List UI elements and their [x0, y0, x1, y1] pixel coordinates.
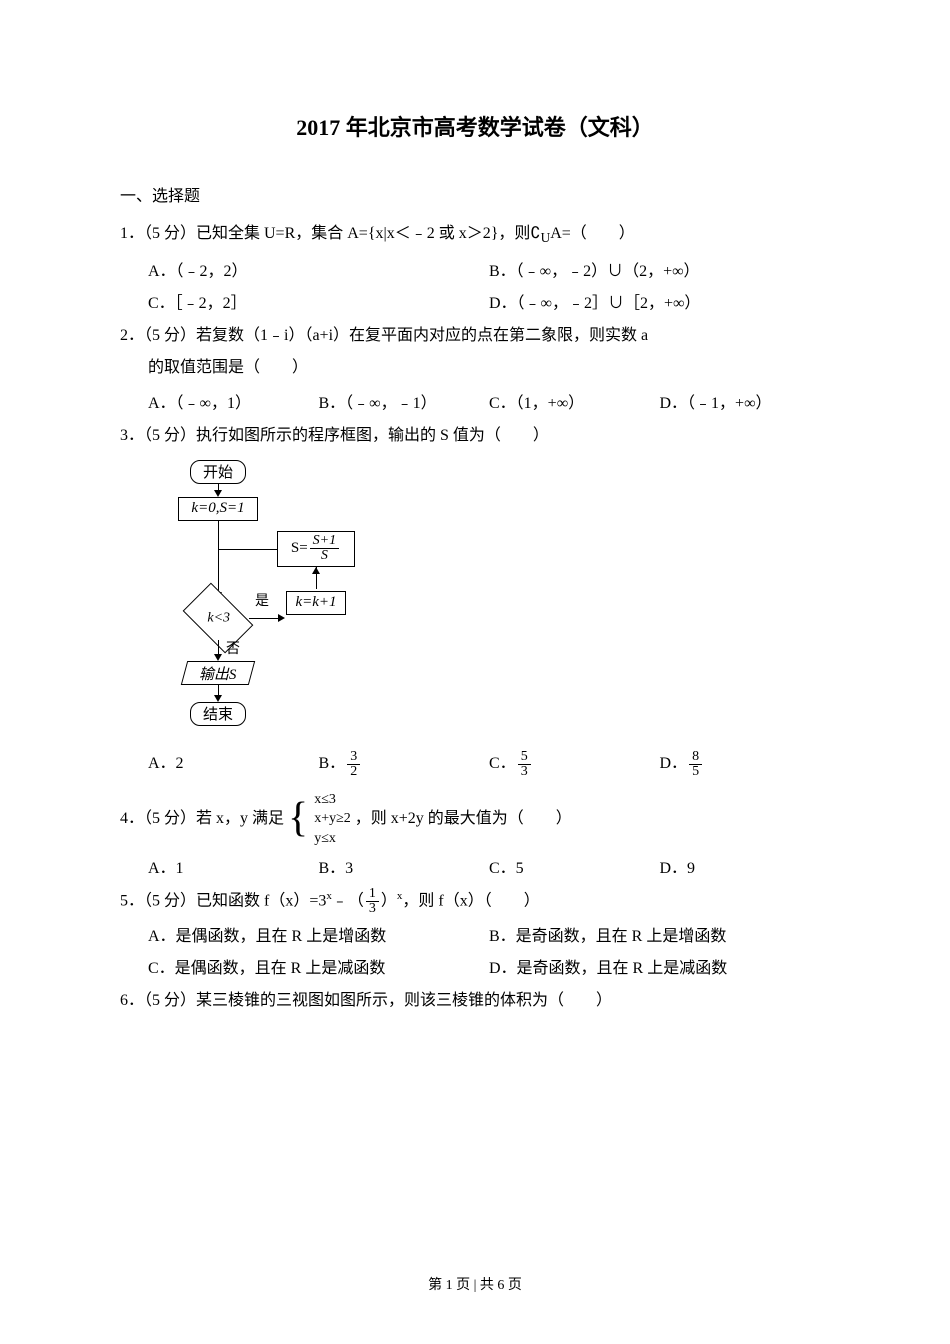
q5-after: ） — [381, 892, 397, 909]
fc-arrow — [218, 521, 219, 594]
q5-prefix: 5．（5 分）已知函数 f（x）=3 — [120, 892, 326, 909]
fc-output-box: 输出S — [181, 661, 255, 685]
q2-opt-b: B．（﹣∞，﹣1） — [319, 388, 490, 420]
q1-sub: U — [541, 230, 551, 245]
fc-arrowhead — [214, 654, 222, 661]
q2-line2: 的取值范围是（ ） — [120, 352, 830, 384]
q6-stem: 6．（5 分）某三棱锥的三视图如图所示，则该三棱锥的体积为（ ） — [120, 985, 830, 1017]
fc-s-label: S= — [291, 540, 308, 557]
q3-opt-b: B．32 — [319, 748, 490, 780]
fc-output: 输出S — [199, 662, 237, 683]
fc-arrow — [249, 618, 280, 619]
question-5: 5．（5 分）已知函数 f（x）=3x﹣（13）x，则 f（x）（ ） — [120, 885, 830, 917]
fc-update-s: S= S+1 S — [277, 531, 355, 567]
fc-no: 否 — [226, 638, 240, 658]
q3-stem: 3．（5 分）执行如图所示的程序框图，输出的 S 值为（ ） — [120, 420, 830, 452]
exam-title: 2017 年北京市高考数学试卷（文科） — [120, 110, 830, 142]
q5-suffix: ，则 f（x）（ ） — [402, 892, 539, 909]
q4-opt-c: C．5 — [489, 853, 660, 885]
q1-stem2: A=（ ） — [550, 225, 635, 242]
q2-opt-d: D．（﹣1，+∞） — [660, 388, 831, 420]
fc-init: k=0,S=1 — [178, 497, 258, 521]
q1-opt-a: A．（﹣2，2） — [148, 256, 489, 288]
section-header: 一、选择题 — [120, 182, 830, 206]
fc-s-den: S — [310, 548, 339, 563]
q3-opt-a: A．2 — [148, 748, 319, 780]
q3-opt-d: D．85 — [660, 748, 831, 780]
fc-start: 开始 — [190, 460, 246, 484]
fc-arrowhead — [278, 614, 285, 622]
flowchart: 开始 k=0,S=1 S= S+1 S k=k+1 k<3 是 否 输出S 结束 — [160, 460, 460, 740]
question-4: 4．（5 分）若 x，y 满足 { x≤3 x+y≥2 y≤x ，则 x+2y … — [120, 790, 830, 849]
q4-suffix: ，则 x+2y 的最大值为（ ） — [355, 810, 572, 827]
q5-options-row1: A．是偶函数，且在 R 上是增函数 B．是奇函数，且在 R 上是增函数 — [120, 921, 830, 953]
fc-arrow — [218, 549, 277, 550]
q1-opt-d: D．（﹣∞，﹣2］∪［2，+∞） — [489, 288, 830, 320]
q1-opt-b: B．（﹣∞，﹣2）∪（2，+∞） — [489, 256, 830, 288]
question-3: 3．（5 分）执行如图所示的程序框图，输出的 S 值为（ ） — [120, 420, 830, 452]
question-2: 2．（5 分）若复数（1﹣i）（a+i）在复平面内对应的点在第二象限，则实数 a… — [120, 320, 830, 384]
q4-system: x≤3 x+y≥2 y≤x — [314, 790, 351, 849]
brace-icon: { — [288, 800, 308, 838]
q3-options: A．2 B．32 C．53 D．85 — [120, 748, 830, 780]
fc-arrowhead — [312, 567, 320, 574]
fc-cond: k<3 — [189, 611, 249, 627]
fc-inc: k=k+1 — [286, 591, 346, 615]
q5-opt-c: C．是偶函数，且在 R 上是减函数 — [148, 953, 489, 985]
q1-opt-c: C．［﹣2，2］ — [148, 288, 489, 320]
q2-opt-a: A．（﹣∞，1） — [148, 388, 319, 420]
fc-yes: 是 — [255, 590, 269, 610]
fc-s-num: S+1 — [310, 534, 339, 548]
page-footer: 第 1 页 | 共 6 页 — [0, 1274, 950, 1294]
q3-opt-c: C．53 — [489, 748, 660, 780]
fc-arrowhead — [214, 490, 222, 497]
q4-options: A．1 B．3 C．5 D．9 — [120, 853, 830, 885]
q5-opt-a: A．是偶函数，且在 R 上是增函数 — [148, 921, 489, 953]
q2-options: A．（﹣∞，1） B．（﹣∞，﹣1） C．（1，+∞） D．（﹣1，+∞） — [120, 388, 830, 420]
q1-options-row2: C．［﹣2，2］ D．（﹣∞，﹣2］∪［2，+∞） — [120, 288, 830, 320]
q4-opt-a: A．1 — [148, 853, 319, 885]
q1-stem: 1．（5 分）已知全集 U=R，集合 A={x|x＜﹣2 或 x＞2}，则∁ — [120, 225, 541, 242]
q4-prefix: 4．（5 分）若 x，y 满足 — [120, 810, 284, 827]
q4-opt-d: D．9 — [660, 853, 831, 885]
fc-end: 结束 — [190, 702, 246, 726]
q5-mid: ﹣（ — [332, 892, 364, 909]
q5-opt-b: B．是奇函数，且在 R 上是增函数 — [489, 921, 830, 953]
q4-opt-b: B．3 — [319, 853, 490, 885]
q5-options-row2: C．是偶函数，且在 R 上是减函数 D．是奇函数，且在 R 上是减函数 — [120, 953, 830, 985]
q1-options-row1: A．（﹣2，2） B．（﹣∞，﹣2）∪（2，+∞） — [120, 256, 830, 288]
q5-opt-d: D．是奇函数，且在 R 上是减函数 — [489, 953, 830, 985]
question-1: 1．（5 分）已知全集 U=R，集合 A={x|x＜﹣2 或 x＞2}，则∁UA… — [120, 218, 830, 252]
question-6: 6．（5 分）某三棱锥的三视图如图所示，则该三棱锥的体积为（ ） — [120, 985, 830, 1017]
q2-opt-c: C．（1，+∞） — [489, 388, 660, 420]
q2-line1: 2．（5 分）若复数（1﹣i）（a+i）在复平面内对应的点在第二象限，则实数 a — [120, 320, 830, 352]
fc-arrowhead — [214, 695, 222, 702]
